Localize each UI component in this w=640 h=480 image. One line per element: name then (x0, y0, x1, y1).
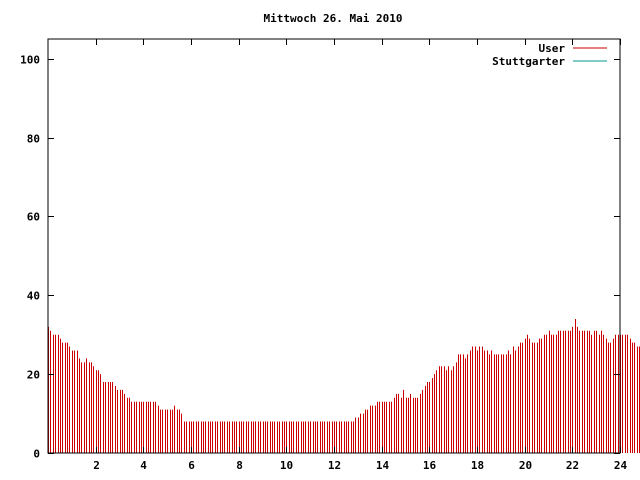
x-axis: 2 4 6 8 10 12 14 16 18 20 22 24 (93, 39, 627, 472)
legend-label: User (539, 42, 566, 55)
y-tick-label: 20 (27, 369, 40, 382)
chart-title: Mittwoch 26. Mai 2010 (263, 12, 402, 25)
x-tick-label: 6 (188, 459, 195, 472)
x-tick-label: 8 (236, 459, 243, 472)
x-tick-label: 18 (471, 459, 484, 472)
user-series-bars (48, 318, 640, 453)
x-tick-label: 2 (93, 459, 100, 472)
x-tick-label: 22 (566, 459, 579, 472)
y-tick-label: 80 (27, 133, 40, 146)
x-tick-label: 16 (423, 459, 437, 472)
x-tick-label: 24 (614, 459, 628, 472)
x-tick-label: 20 (519, 459, 532, 472)
y-tick-label: 100 (20, 54, 40, 67)
y-tick-label: 60 (27, 211, 40, 224)
legend-label: Stuttgarter (492, 55, 565, 68)
x-tick-label: 12 (328, 459, 341, 472)
y-tick-label: 0 (33, 448, 40, 461)
x-tick-label: 14 (376, 459, 390, 472)
x-tick-label: 4 (140, 459, 147, 472)
y-axis: 0 20 40 60 80 100 (20, 54, 620, 461)
x-tick-label: 10 (280, 459, 293, 472)
y-tick-label: 40 (27, 290, 40, 303)
